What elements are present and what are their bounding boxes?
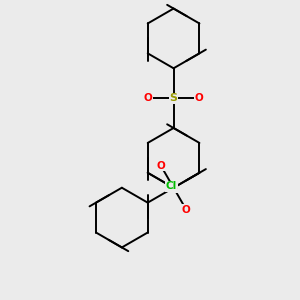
Text: S: S	[169, 183, 178, 193]
Text: S: S	[169, 93, 178, 103]
Text: Cl: Cl	[165, 181, 177, 191]
Text: O: O	[144, 93, 153, 103]
Text: O: O	[182, 205, 190, 215]
Text: O: O	[195, 93, 203, 103]
Text: O: O	[157, 161, 165, 171]
